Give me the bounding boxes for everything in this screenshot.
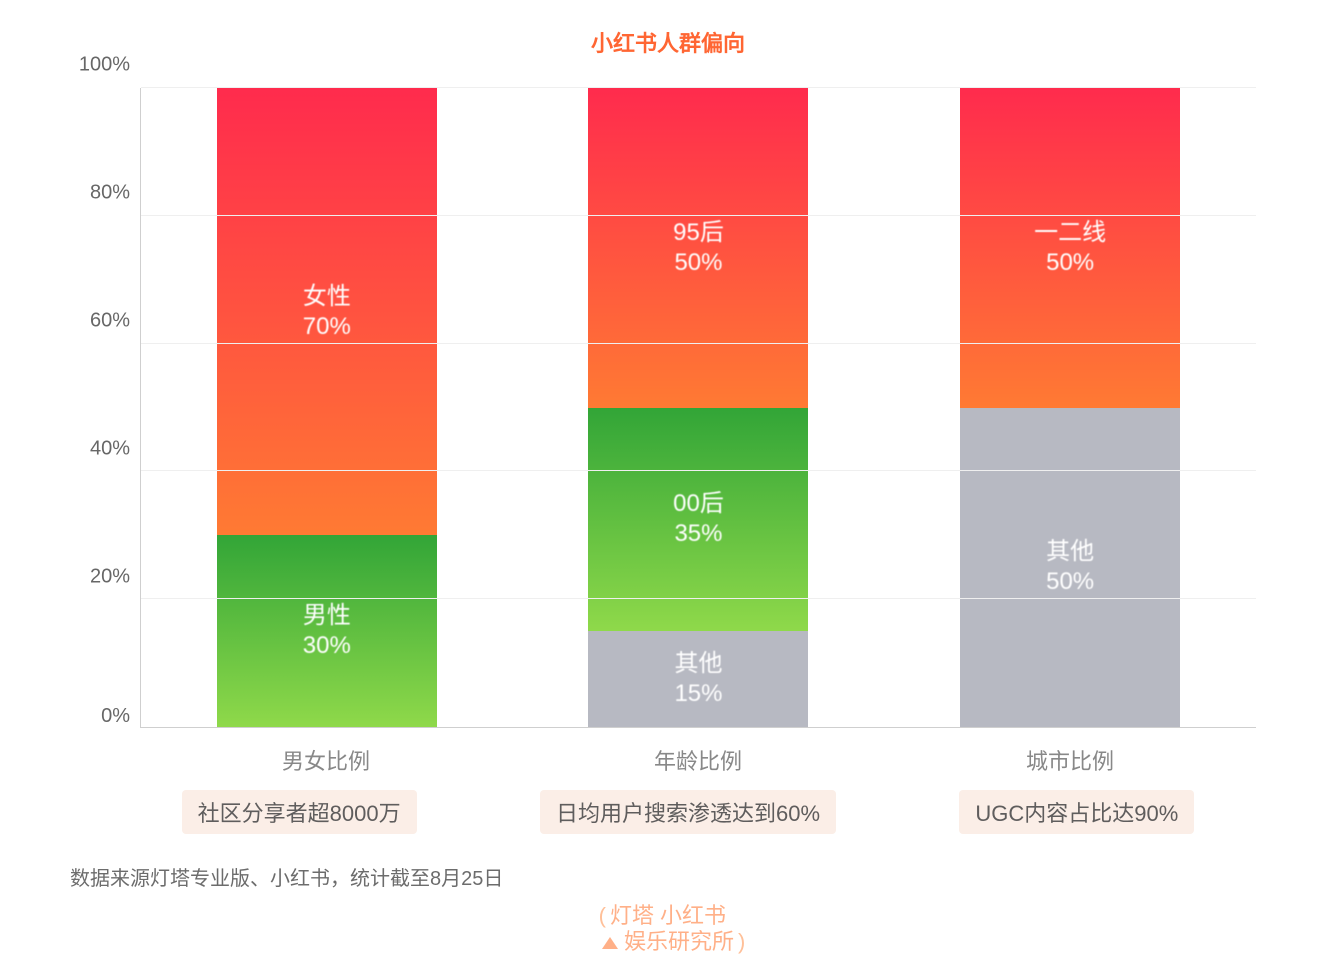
segment-label-value: 30% bbox=[303, 631, 351, 661]
bar-segment: 一二线50% bbox=[960, 88, 1180, 408]
gridline bbox=[141, 215, 1256, 216]
segment-label-name: 男性 bbox=[303, 601, 351, 631]
bar-column: 其他50%一二线50% bbox=[960, 88, 1180, 727]
bar-segment: 女性70% bbox=[217, 88, 437, 535]
y-tick: 20% bbox=[90, 566, 130, 589]
bar-segment: 95后50% bbox=[588, 88, 808, 408]
segment-label-name: 女性 bbox=[303, 282, 351, 312]
segment-label-value: 50% bbox=[1046, 248, 1094, 278]
bars-container: 男性30%女性70%其他15%00后35%95后50%其他50%一二线50% bbox=[141, 88, 1256, 727]
segment-label-name: 其他 bbox=[1046, 537, 1094, 567]
gridline bbox=[141, 87, 1256, 88]
source-note: 数据来源灯塔专业版、小红书，统计截至8月25日 bbox=[70, 862, 1296, 891]
plot: 男性30%女性70%其他15%00后35%95后50%其他50%一二线50% bbox=[140, 88, 1256, 728]
x-labels-row: 男女比例 年龄比例 城市比例 bbox=[140, 744, 1256, 776]
segment-label-value: 35% bbox=[674, 519, 722, 549]
gridline bbox=[141, 598, 1256, 599]
segment-label-value: 70% bbox=[303, 312, 351, 342]
segment-label-name: 95后 bbox=[673, 218, 724, 248]
footer-logo: 灯塔 小红书 娱乐研究所 bbox=[40, 903, 1296, 956]
x-label: 男女比例 bbox=[216, 744, 436, 776]
x-label: 城市比例 bbox=[960, 744, 1180, 776]
pill-row: 社区分享者超8000万 日均用户搜索渗透达到60% UGC内容占比达90% bbox=[120, 790, 1256, 834]
bar-segment: 男性30% bbox=[217, 535, 437, 727]
segment-label-value: 50% bbox=[1046, 567, 1094, 597]
bar-segment: 其他15% bbox=[588, 631, 808, 727]
triangle-icon bbox=[602, 937, 618, 949]
bar-column: 男性30%女性70% bbox=[217, 88, 437, 727]
chart-title: 小红书人群偏向 bbox=[40, 26, 1296, 58]
gridline bbox=[141, 343, 1256, 344]
x-label: 年龄比例 bbox=[588, 744, 808, 776]
chart-area: 0%20%40%60%80%100% 男性30%女性70%其他15%00后35%… bbox=[140, 88, 1256, 728]
segment-label-value: 15% bbox=[674, 679, 722, 709]
info-pill: UGC内容占比达90% bbox=[959, 790, 1194, 834]
y-axis: 0%20%40%60%80%100% bbox=[70, 88, 140, 728]
segment-label-value: 50% bbox=[674, 248, 722, 278]
info-pill: 日均用户搜索渗透达到60% bbox=[540, 790, 836, 834]
y-tick: 100% bbox=[79, 54, 130, 77]
gridline bbox=[141, 470, 1256, 471]
info-pill: 社区分享者超8000万 bbox=[182, 790, 417, 834]
segment-label-name: 00后 bbox=[673, 489, 724, 519]
bar-segment: 其他50% bbox=[960, 408, 1180, 728]
y-tick: 60% bbox=[90, 310, 130, 333]
footer-line1: 灯塔 小红书 bbox=[610, 903, 726, 928]
footer-line2: 娱乐研究所 bbox=[624, 929, 734, 954]
segment-label-name: 一二线 bbox=[1034, 218, 1106, 248]
bar-column: 其他15% 00后35% 95后50% bbox=[588, 88, 808, 727]
y-tick: 40% bbox=[90, 438, 130, 461]
y-tick: 80% bbox=[90, 182, 130, 205]
y-tick: 0% bbox=[101, 705, 130, 728]
segment-label-name: 其他 bbox=[674, 649, 722, 679]
